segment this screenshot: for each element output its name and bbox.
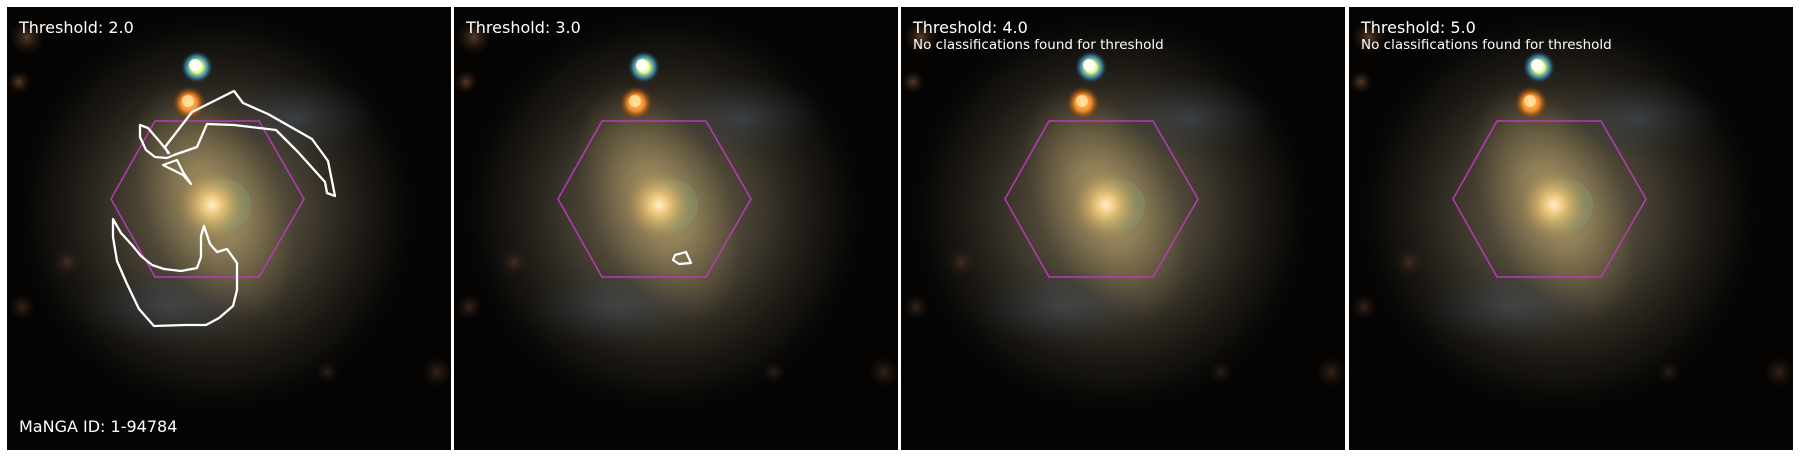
classification-contour	[671, 250, 693, 266]
no-classifications-note: No classifications found for threshold	[913, 37, 1164, 53]
hexagon-footprint	[557, 120, 752, 278]
panel-threshold-2: Threshold: 2.0 MaNGA ID: 1-94784	[7, 7, 451, 450]
panel-threshold-4: Threshold: 4.0 No classifications found …	[901, 7, 1345, 450]
galaxy-image	[454, 7, 898, 450]
panel-threshold-5: Threshold: 5.0 No classifications found …	[1349, 7, 1793, 450]
galaxy-image	[7, 7, 451, 450]
galaxy-image	[1349, 7, 1793, 450]
classification-contour-small	[161, 158, 193, 186]
panel-title: Threshold: 2.0	[19, 18, 134, 37]
panel-threshold-3: Threshold: 3.0	[454, 7, 898, 450]
classification-contour	[138, 89, 337, 198]
hexagon-footprint	[110, 120, 305, 278]
classification-contour-arm	[111, 217, 239, 328]
no-classifications-note: No classifications found for threshold	[1361, 37, 1612, 53]
galaxy-image	[901, 7, 1345, 450]
manga-id-label: MaNGA ID: 1-94784	[19, 417, 178, 436]
hexagon-footprint	[1004, 120, 1199, 278]
hexagon-footprint	[1452, 120, 1647, 278]
panel-title: Threshold: 3.0	[466, 18, 581, 37]
panel-title: Threshold: 5.0	[1361, 18, 1476, 37]
panel-title: Threshold: 4.0	[913, 18, 1028, 37]
